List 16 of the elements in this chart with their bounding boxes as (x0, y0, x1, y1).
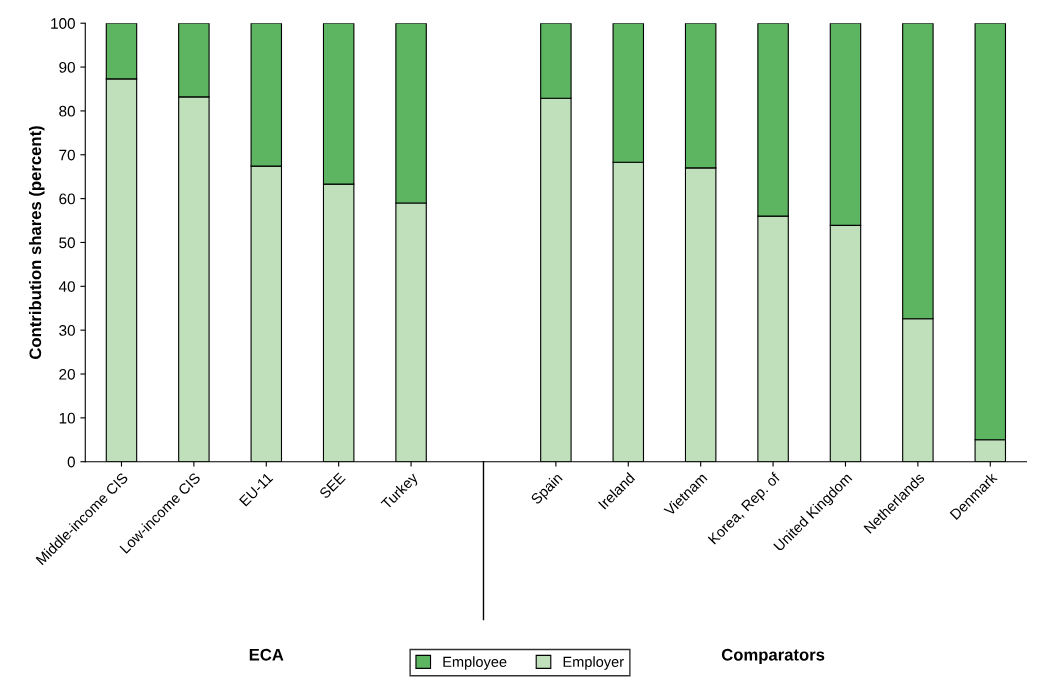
y-tick-label: 30 (59, 325, 75, 336)
y-tick-label: 0 (67, 456, 75, 468)
y-tick-label: 40 (58, 281, 75, 292)
y-axis-title: Contribution shares (percent) (28, 126, 45, 359)
y-tick-label: 70 (59, 149, 75, 161)
y-tick-label: 20 (59, 368, 75, 380)
y-tick-label: 50 (59, 237, 75, 249)
y-tick-label: 80 (59, 105, 75, 117)
legend-label: Employee (443, 656, 507, 670)
text: ECA (249, 648, 284, 661)
legend-label: Employer (563, 656, 624, 670)
y-tick-label: 100 (51, 18, 75, 29)
text: Comparators (721, 648, 825, 664)
y-tick-label: 90 (59, 61, 75, 73)
y-tick-label: 10 (59, 412, 75, 424)
y-tick-label: 60 (59, 193, 75, 205)
